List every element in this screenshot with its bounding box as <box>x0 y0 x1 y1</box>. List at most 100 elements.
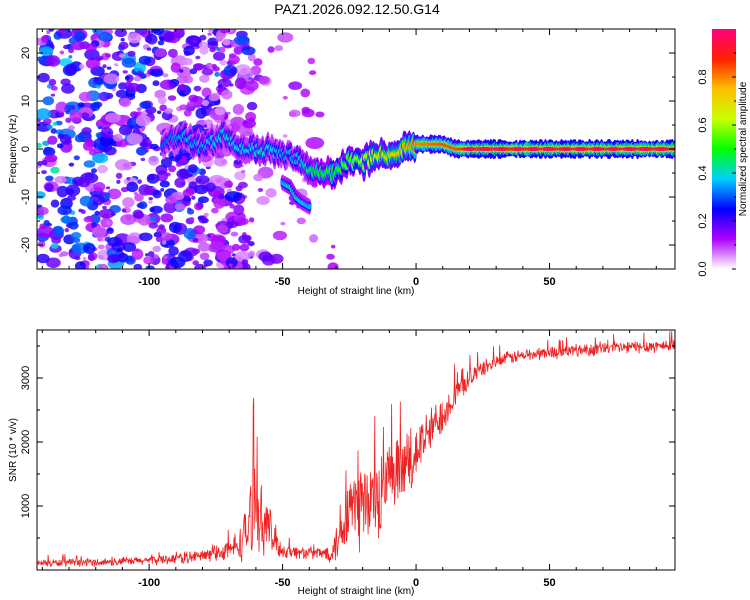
spectrogram-noise-blob <box>79 195 94 207</box>
spectrogram-noise-blob <box>173 225 178 230</box>
spectrogram-noise-blob <box>114 159 131 171</box>
spectrogram-noise-blob <box>160 188 165 192</box>
spectrogram-noise-blob <box>224 180 234 188</box>
colorbar-tick-label: 0.6 <box>697 117 709 132</box>
spectrogram-noise-blob <box>127 32 142 44</box>
spectrogram-noise-blob <box>300 88 311 98</box>
spectrogram-noise-blob <box>114 63 119 67</box>
spectrogram-noise-blob <box>143 256 154 265</box>
spectrogram-noise-blob <box>127 50 136 57</box>
spectrogram-noise-blob <box>112 133 123 142</box>
spectrogram-noise-blob <box>221 89 233 100</box>
spectrogram-noise-blob <box>177 29 185 34</box>
spectrogram-noise-blob <box>148 200 153 204</box>
spectrogram-noise-blob <box>159 36 165 41</box>
spectrogram-noise-blob <box>70 232 82 239</box>
x-tick-label: -100 <box>138 276 160 288</box>
spectrogram-noise-blob <box>182 188 194 197</box>
spectrogram-noise-blob <box>152 189 162 199</box>
spectrogram-branch-cell <box>307 203 312 210</box>
spectrogram-noise-blob <box>102 191 107 196</box>
spectrogram-noise-blob <box>85 43 97 53</box>
x-tick-label: 0 <box>413 577 419 589</box>
spectrogram-noise-blob <box>215 47 220 51</box>
spectrogram-noise-blob <box>149 216 157 222</box>
spectrogram-noise-blob <box>168 48 178 58</box>
spectrogram-noise-blob <box>205 182 216 192</box>
spectrogram-noise-blob <box>115 89 128 98</box>
y-tick-label: -20 <box>20 237 32 253</box>
spectrogram-heatmap <box>37 29 675 269</box>
spectrogram-noise-blob <box>106 220 112 226</box>
spectrogram-noise-blob <box>213 197 226 209</box>
spectrogram-noise-blob <box>162 255 168 260</box>
spectrogram-noise-blob <box>50 166 60 174</box>
spectrogram-noise-blob <box>73 155 80 161</box>
spectrogram-noise-blob <box>140 157 146 162</box>
spectrogram-ridge-peak <box>558 147 573 151</box>
snr-plot <box>37 331 675 568</box>
spectrogram-noise-blob <box>187 208 195 215</box>
spectrogram-noise-blob <box>122 208 127 213</box>
spectrogram-ridge-peak <box>510 147 525 151</box>
spectrogram-noise-blob <box>242 232 247 236</box>
spectrogram-noise-blob <box>124 76 131 80</box>
spectrogram-noise-blob <box>214 71 220 77</box>
spectrogram-noise-blob <box>188 181 198 190</box>
spectrogram-noise-blob <box>96 55 104 61</box>
spectrogram-noise-blob <box>146 33 158 45</box>
spectrogram-noise-blob <box>68 162 75 167</box>
y-tick-label: 20 <box>20 47 32 59</box>
spectrogram-noise-blob <box>103 73 119 85</box>
spectrogram-noise-blob <box>265 188 277 198</box>
spectrogram-noise-blob <box>168 165 177 173</box>
spectrogram-noise-blob <box>43 146 53 155</box>
spectrogram-noise-blob <box>162 73 169 78</box>
spectrogram-ridge-peak <box>654 147 669 151</box>
spectrogram-noise-blob <box>138 55 152 65</box>
spectrogram-noise-blob <box>225 118 231 124</box>
spectrogram-noise-blob <box>326 253 335 260</box>
spectrogram-noise-blob <box>53 31 63 40</box>
spectrogram-ridge-peak <box>638 147 653 151</box>
spectrogram-noise-blob <box>104 112 121 123</box>
spectrogram-noise-blob <box>204 119 214 126</box>
snr-ticks: -100 -50 0 50 1000 2000 3000 <box>20 330 675 589</box>
spectrogram-noise-blob <box>52 121 58 126</box>
colorbar-tick-label: 0.4 <box>697 165 709 180</box>
y-tick-label: 3000 <box>20 366 32 390</box>
spectrogram-ridge-peak <box>462 147 477 151</box>
spectrogram-noise-blob <box>229 203 235 209</box>
spectrogram-noise-blob <box>184 90 189 95</box>
spectrogram-noise-blob <box>95 132 103 138</box>
colorbar-tick-label: 0.2 <box>697 213 709 228</box>
spectrogram-noise-blob <box>97 263 109 269</box>
spectrogram-noise-blob <box>219 29 229 34</box>
spectrogram-noise-blob <box>150 205 163 214</box>
spectrogram-noise-blob <box>126 177 131 181</box>
spectrogram-noise-blob <box>114 29 127 38</box>
spectrogram-noise-blob <box>50 128 57 134</box>
spectrogram-noise-blob <box>47 135 58 145</box>
spectrogram-noise-blob <box>247 53 256 62</box>
x-tick-label: 0 <box>413 276 419 288</box>
spectrogram-noise-blob <box>69 110 83 122</box>
spectrogram-noise-blob <box>157 96 167 105</box>
spectrogram-noise-blob <box>150 68 164 78</box>
spectrogram-noise-blob <box>38 240 46 248</box>
y-tick-label: 2000 <box>20 430 32 454</box>
colorbar-tick-label: 0.0 <box>697 261 709 276</box>
spectrogram-noise-blob <box>197 242 211 252</box>
snr-x-axis-label: Height of straight line (km) <box>298 586 415 597</box>
spectrogram-noise-blob <box>77 177 91 188</box>
spectrogram-noise-blob <box>237 217 249 225</box>
spectrogram-noise-blob <box>106 66 112 70</box>
spectrogram-noise-blob <box>89 194 105 206</box>
spectrogram-noise-blob <box>146 173 160 184</box>
spectrogram-noise-blob <box>145 106 157 114</box>
spectrogram-noise-blob <box>282 95 288 100</box>
spectrogram-noise-blob <box>64 104 73 111</box>
spectrogram-noise-blob <box>118 53 126 58</box>
spectrogram-noise-blob <box>50 93 56 97</box>
spectrogram-noise-blob <box>305 137 325 149</box>
